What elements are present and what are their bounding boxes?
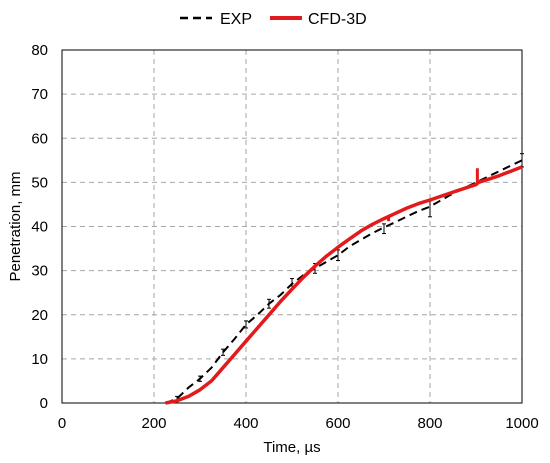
legend: EXP CFD-3D: [180, 11, 367, 28]
y-axis-title: Penetration, mm: [7, 171, 24, 281]
tick-labels: 0 200 400 600 800 1000 0 10 20 30 40 50 60 70 80: [31, 42, 538, 432]
y-tick-label: 20: [31, 307, 48, 324]
grid: [62, 50, 522, 403]
series-exp-line: [165, 159, 523, 404]
x-axis-title: Time, µs: [263, 439, 320, 456]
x-tick-label: 200: [141, 415, 166, 432]
x-tick-label: 0: [58, 415, 66, 432]
x-tick-label: 400: [233, 415, 258, 432]
y-tick-label: 40: [31, 219, 48, 236]
y-tick-label: 50: [31, 174, 48, 191]
x-tick-label: 800: [417, 415, 442, 432]
x-tick-label: 600: [325, 415, 350, 432]
y-tick-label: 0: [40, 395, 48, 412]
series-cfd-3d-line: [165, 165, 523, 405]
legend-cfd3d-label: CFD-3D: [308, 11, 367, 28]
y-tick-label: 10: [31, 351, 48, 368]
y-tick-label: 80: [31, 42, 48, 59]
plot-frame: [61, 49, 523, 404]
y-tick-label: 30: [31, 263, 48, 280]
x-tick-label: 1000: [505, 415, 538, 432]
series-layer: [165, 153, 524, 405]
y-tick-label: 70: [31, 86, 48, 103]
legend-exp-label: EXP: [220, 11, 252, 28]
y-tick-label: 60: [31, 130, 48, 147]
